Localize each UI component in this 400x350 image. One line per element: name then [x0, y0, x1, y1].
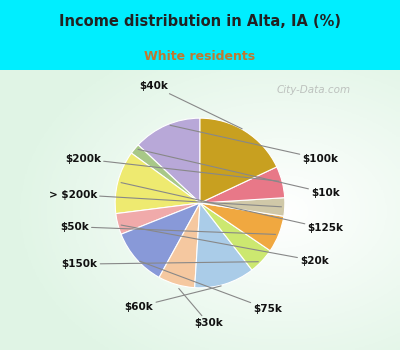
Text: City-Data.com: City-Data.com — [276, 85, 351, 96]
Wedge shape — [138, 118, 200, 203]
Text: $75k: $75k — [140, 261, 282, 314]
Wedge shape — [121, 203, 200, 277]
Text: > $200k: > $200k — [48, 189, 282, 207]
Wedge shape — [200, 167, 285, 203]
Text: $30k: $30k — [179, 288, 223, 329]
Text: $60k: $60k — [124, 286, 221, 312]
Text: $150k: $150k — [62, 259, 258, 269]
Wedge shape — [159, 203, 200, 288]
Wedge shape — [116, 203, 200, 234]
Text: $200k: $200k — [65, 154, 279, 181]
Wedge shape — [115, 153, 200, 214]
Text: White residents: White residents — [144, 49, 256, 63]
Wedge shape — [131, 145, 200, 203]
Wedge shape — [200, 203, 284, 251]
Text: Income distribution in Alta, IA (%): Income distribution in Alta, IA (%) — [59, 14, 341, 28]
Text: $125k: $125k — [121, 183, 344, 233]
Wedge shape — [200, 203, 270, 270]
Wedge shape — [200, 198, 285, 216]
Text: $50k: $50k — [60, 222, 276, 235]
Wedge shape — [200, 118, 277, 203]
Text: $100k: $100k — [170, 125, 338, 164]
Text: $40k: $40k — [139, 81, 242, 129]
Text: $10k: $10k — [138, 149, 340, 198]
Wedge shape — [195, 203, 252, 288]
Text: $20k: $20k — [121, 225, 329, 266]
